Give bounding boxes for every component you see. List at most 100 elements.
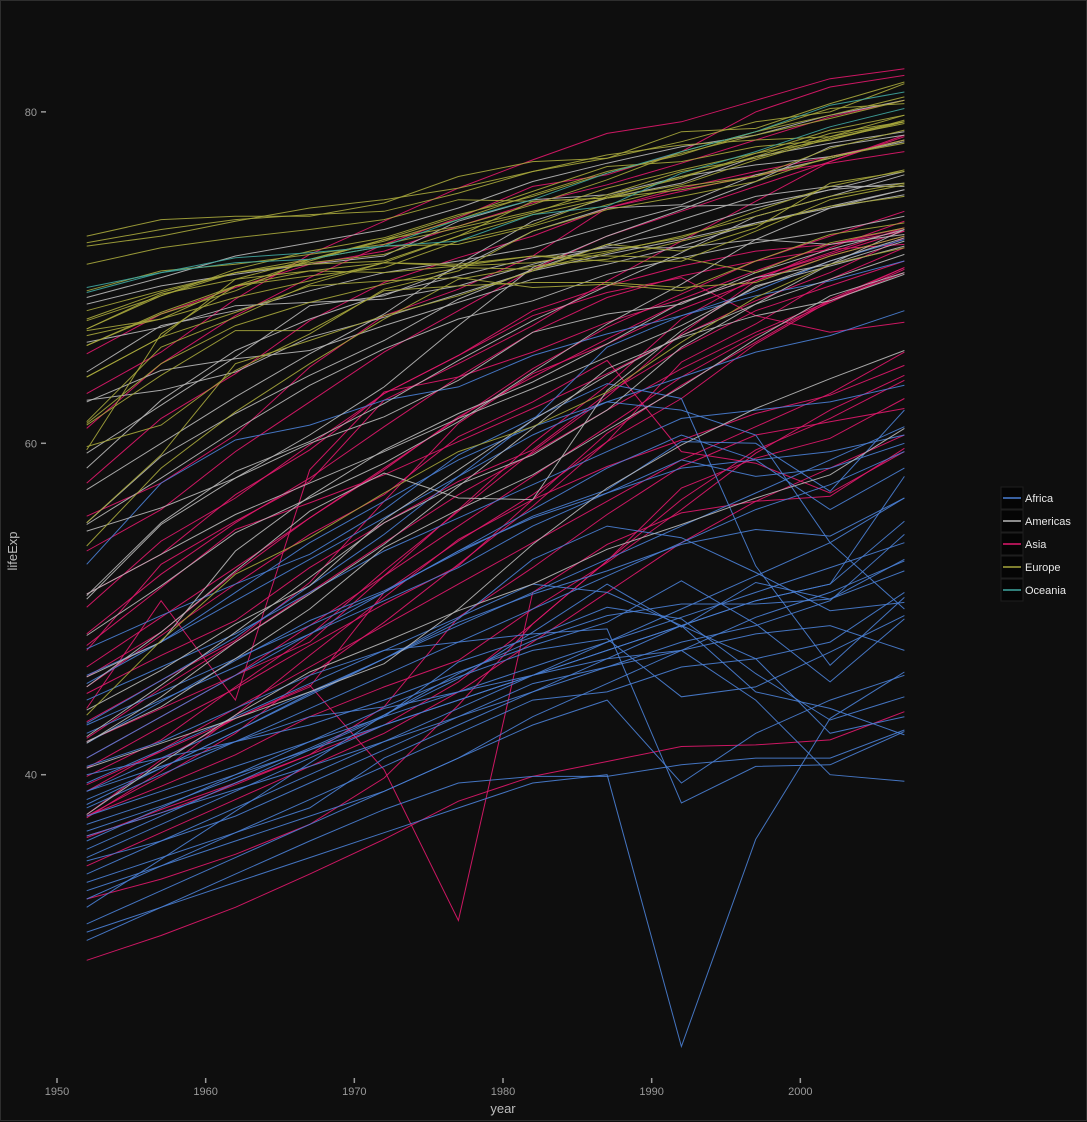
series-line-asia-20 (86, 408, 905, 839)
series-line-asia-16 (86, 151, 905, 517)
series-line-americas-91 (86, 215, 905, 525)
legend-label-asia: Asia (1025, 539, 1047, 551)
series-line-europe-99 (86, 139, 905, 265)
legend-label-europe: Europe (1025, 562, 1060, 574)
series-line-asia-27 (86, 398, 905, 900)
series-line-africa-55 (86, 628, 905, 804)
series-line-americas-87 (86, 253, 905, 711)
series-line-africa-59 (86, 384, 905, 701)
series-line-europe-93 (86, 114, 905, 332)
series-line-africa-44 (86, 580, 905, 776)
series-lines (86, 68, 905, 1049)
series-line-africa-52 (86, 520, 905, 825)
series-line-africa-66 (86, 674, 905, 892)
series-line-americas-72 (86, 134, 905, 532)
series-line-africa-67 (86, 401, 905, 685)
series-line-americas-78 (86, 245, 905, 688)
series-line-africa-56 (86, 434, 905, 726)
series-line-asia-17 (86, 243, 905, 635)
series-line-americas-90 (86, 171, 905, 343)
series-line-africa-40 (86, 525, 905, 801)
series-line-asia-5 (86, 227, 905, 709)
legend-label-americas: Americas (1025, 516, 1071, 528)
series-line-africa-37 (86, 383, 905, 667)
series-line-africa-39 (86, 615, 905, 792)
series-line-europe-112 (86, 96, 905, 378)
series-line-asia-25 (86, 267, 905, 769)
series-line-europe-95 (86, 195, 905, 547)
series-line-asia-23 (86, 139, 905, 484)
series-line-oceania-116 (86, 91, 905, 293)
series-line-europe-107 (86, 103, 905, 346)
x-axis-title: year (490, 1101, 516, 1116)
series-line-oceania-117 (86, 108, 905, 288)
series-line-africa-61 (86, 649, 905, 842)
series-line-asia-28 (86, 227, 905, 743)
series-line-africa-57 (86, 451, 905, 809)
series-line-europe-109 (86, 184, 905, 423)
series-line-europe-103 (86, 119, 905, 346)
series-line-europe-110 (86, 142, 905, 448)
series-line-africa-58 (86, 625, 905, 862)
y-axis: 40 60 80 (25, 107, 46, 782)
legend-label-africa: Africa (1025, 493, 1054, 505)
series-line-africa-35 (86, 729, 905, 941)
series-line-asia-21 (86, 247, 905, 815)
series-line-africa-47 (86, 497, 905, 875)
series-line-africa-63 (86, 591, 905, 900)
series-line-europe-105 (86, 81, 905, 237)
series-line-asia-30 (86, 351, 905, 792)
series-line-africa-51 (86, 442, 905, 734)
series-line-americas-84 (86, 229, 905, 738)
series-line-asia-7 (86, 364, 905, 819)
series-line-americas-79 (86, 272, 905, 743)
series-line-asia-8 (86, 267, 905, 817)
series-line-americas-76 (86, 240, 905, 678)
series-line-africa-42 (86, 606, 905, 850)
series-line-europe-96 (86, 227, 905, 451)
series-line-asia-3 (86, 374, 905, 817)
series-line-africa-46 (86, 625, 905, 883)
x-tick-label: 1970 (342, 1086, 366, 1098)
series-line-africa-41 (86, 260, 905, 565)
series-line-europe-114 (86, 121, 905, 292)
series-line-europe-102 (86, 121, 905, 320)
series-line-americas-73 (86, 229, 905, 600)
series-line-americas-88 (86, 182, 905, 373)
series-line-africa-38 (86, 570, 905, 908)
series-line-europe-97 (86, 182, 905, 424)
series-line-europe-113 (86, 83, 905, 247)
series-line-africa-49 (86, 534, 905, 837)
series-line-americas-81 (86, 273, 905, 744)
series-line-asia-22 (86, 237, 905, 646)
series-line-europe-115 (86, 247, 905, 716)
series-line-africa-34 (86, 239, 905, 724)
series-line-asia-29 (86, 136, 905, 552)
series-line-africa-64 (86, 434, 905, 759)
series-line-africa-53 (86, 476, 905, 859)
series-line-americas-77 (86, 194, 905, 636)
series-line-europe-106 (86, 129, 905, 330)
series-line-asia-13 (86, 235, 905, 723)
series-line-asia-31 (86, 434, 905, 867)
series-line-asia-9 (86, 260, 905, 694)
legend: Africa Americas Asia Europe Oceania (1000, 486, 1071, 602)
y-tick-label: 40 (25, 770, 37, 782)
x-tick-label: 1950 (45, 1086, 69, 1098)
series-line-asia-18 (86, 272, 905, 739)
legend-label-oceania: Oceania (1025, 585, 1067, 597)
y-tick-label: 80 (25, 107, 37, 119)
x-tick-label: 1990 (639, 1086, 663, 1098)
series-line-americas-71 (86, 99, 905, 298)
series-line-europe-100 (86, 123, 905, 337)
y-tick-label: 60 (25, 438, 37, 450)
x-axis: 1950 1960 1970 1980 1990 2000 (45, 1078, 813, 1098)
series-line-europe-104 (86, 222, 905, 378)
series-line-europe-108 (86, 114, 905, 244)
series-line-asia-14 (86, 277, 905, 608)
series-line-asia-12 (86, 68, 905, 395)
series-line-americas-80 (86, 427, 905, 815)
series-line-europe-111 (86, 235, 905, 426)
